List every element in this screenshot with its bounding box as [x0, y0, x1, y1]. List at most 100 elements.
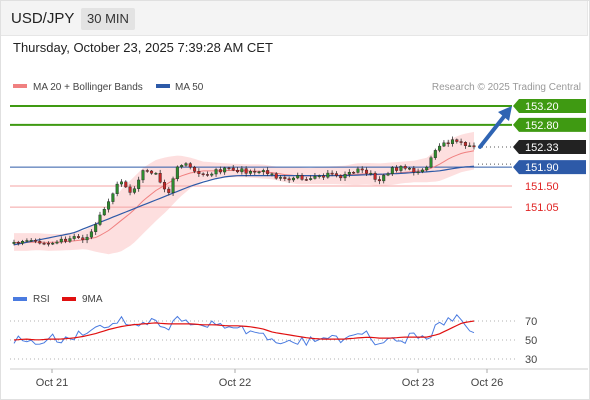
- candle-body-50: [227, 167, 231, 170]
- level-tag-0: [513, 99, 586, 113]
- candle-body-105: [463, 142, 467, 146]
- candle-body-101: [446, 142, 450, 145]
- candle-body-16: [81, 237, 85, 241]
- candle-body-10: [55, 241, 59, 244]
- level-labels: 153.20 152.80 152.33 151.90 151.50 151.05: [513, 99, 586, 214]
- candle-body-37: [171, 178, 175, 193]
- candle-body-41: [188, 163, 192, 168]
- bollinger-legend-swatch: [13, 84, 27, 88]
- candle-body-20: [98, 214, 102, 225]
- ma50-legend-label: MA 50: [175, 82, 204, 93]
- forecast-arrow: [478, 106, 512, 149]
- candle-body-57: [257, 171, 261, 174]
- candle-body-98: [433, 150, 437, 158]
- level-tag-1: [513, 117, 586, 132]
- candle-body-14: [72, 236, 76, 239]
- candle-body-47: [214, 169, 218, 175]
- x-axis: Oct 21 Oct 22 Oct 23 Oct 26: [10, 368, 588, 389]
- candle-body-30: [141, 170, 145, 181]
- candle-body-85: [377, 179, 381, 182]
- candle-body-52: [236, 169, 240, 173]
- candle-body-76: [339, 175, 343, 179]
- candle-body-29: [137, 179, 141, 189]
- rsi-legend: RSI 9MA: [13, 294, 103, 305]
- candle-body-17: [85, 236, 89, 241]
- forecast-arrow-shaft: [478, 112, 508, 149]
- moving-averages: [13, 150, 475, 246]
- candle-body-53: [240, 168, 244, 173]
- candle-body-69: [309, 178, 313, 180]
- candle-body-62: [279, 177, 283, 179]
- candle-body-95: [420, 169, 424, 173]
- price-levels: [10, 105, 512, 208]
- candle-body-67: [300, 175, 304, 180]
- level-label-2: 152.33: [525, 142, 559, 154]
- candle-body-24: [115, 183, 119, 194]
- candle-body-99: [438, 145, 442, 151]
- candle-body-82: [365, 169, 369, 174]
- rsi-line: [13, 313, 475, 347]
- candle-body-103: [455, 139, 459, 142]
- candle-body-78: [347, 172, 351, 175]
- level-label-5: 151.05: [525, 202, 559, 214]
- candle-body-25: [119, 181, 123, 185]
- candle-body-48: [218, 169, 222, 173]
- candle-body-23: [111, 193, 115, 202]
- credit-label: Research © 2025 Trading Central: [432, 82, 581, 93]
- candle-body-96: [425, 166, 429, 171]
- bollinger-bands: [14, 131, 474, 255]
- candle-body-15: [76, 236, 80, 238]
- candle-body-91: [403, 166, 407, 169]
- candle-body-66: [296, 175, 300, 179]
- candle-body-7: [42, 242, 46, 245]
- candle-body-2: [21, 241, 25, 244]
- x-tick-label-1: Oct 22: [219, 377, 251, 389]
- rsi-legend-label: RSI: [33, 294, 50, 305]
- candle-body-75: [334, 173, 338, 176]
- candle-body-90: [399, 166, 403, 171]
- candle-body-79: [352, 172, 356, 174]
- rsi-panel: 70 50 30: [10, 313, 537, 366]
- candle-body-65: [291, 177, 295, 181]
- candle-body-36: [167, 188, 171, 193]
- candle-body-71: [317, 175, 321, 177]
- candle-body-46: [210, 173, 214, 176]
- legend-top: MA 20 + Bollinger Bands MA 50 Research ©…: [13, 82, 581, 93]
- level-label-3: 151.90: [525, 162, 559, 174]
- candle-body-32: [150, 170, 154, 174]
- candle-body-70: [313, 175, 317, 179]
- rsi-tick-1: 50: [525, 335, 537, 347]
- candle-body-11: [59, 238, 63, 243]
- candle-body-8: [46, 243, 50, 245]
- ma50-legend-swatch: [156, 84, 170, 88]
- candle-body-21: [102, 209, 106, 216]
- candle-body-73: [326, 172, 330, 178]
- candle-body-58: [261, 170, 265, 173]
- candle-body-28: [132, 188, 136, 193]
- candlesticks: [12, 136, 476, 247]
- candle-body-34: [158, 173, 162, 183]
- candle-body-45: [205, 174, 209, 176]
- ma9-legend-label: 9MA: [82, 294, 103, 305]
- candle-body-4: [29, 240, 33, 242]
- level-tag-2: [513, 139, 586, 154]
- candle-body-102: [451, 139, 455, 144]
- candle-body-106: [468, 145, 472, 147]
- forecast-arrow-head: [498, 106, 512, 121]
- timestamp: Thursday, October 23, 2025 7:39:28 AM CE…: [13, 40, 273, 55]
- candle-body-72: [322, 175, 326, 178]
- chart-header: USD/JPY 30 MIN: [0, 0, 588, 36]
- candle-body-43: [197, 171, 201, 174]
- candle-body-44: [201, 173, 205, 175]
- candle-body-64: [287, 178, 291, 181]
- candle-body-51: [231, 167, 235, 171]
- candle-body-5: [33, 240, 37, 242]
- timeframe-button[interactable]: 30 MIN: [81, 8, 135, 30]
- candle-body-59: [266, 170, 270, 175]
- ma50-line: [13, 165, 475, 246]
- candle-body-26: [124, 181, 128, 188]
- rsi-tick-2: 30: [525, 354, 537, 366]
- candle-body-92: [408, 167, 412, 170]
- candle-body-87: [386, 173, 390, 176]
- candle-body-42: [193, 167, 197, 172]
